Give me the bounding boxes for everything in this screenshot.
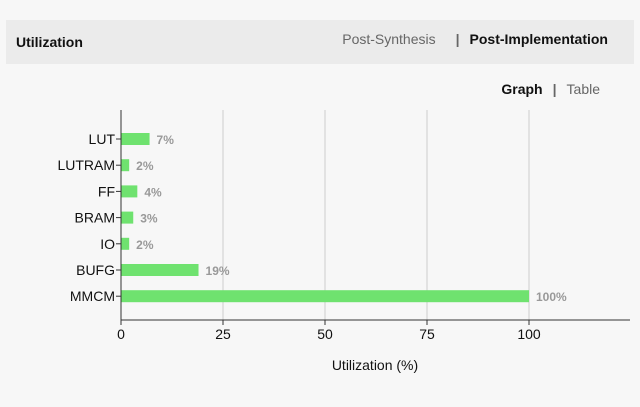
tab-table[interactable]: Table	[566, 81, 600, 97]
tab-graph[interactable]: Graph	[501, 81, 543, 97]
value-label: 7%	[157, 133, 175, 147]
category-label: MMCM	[70, 288, 115, 304]
run-tabs: Post-Synthesis | Post-Implementation	[342, 31, 608, 47]
tab-post-synthesis[interactable]: Post-Synthesis	[342, 31, 436, 47]
bar-lut	[121, 133, 150, 145]
axes: 0 25 50 75 100	[116, 110, 630, 342]
category-label: LUT	[89, 131, 116, 147]
x-tick-label: 75	[419, 326, 435, 342]
bar-bram	[121, 211, 134, 224]
panel-title: Utilization	[16, 34, 83, 50]
x-tick-label: 50	[317, 326, 333, 342]
bar-ff	[121, 185, 138, 198]
category-label: IO	[100, 236, 115, 252]
bars: LUT 7% LUTRAM 2% FF 4% BRAM 3% IO 2% BUFG 19% MMCM 10…	[57, 131, 567, 304]
category-label: BRAM	[75, 210, 115, 226]
x-tick-label: 0	[117, 326, 125, 342]
x-axis-label: Utilization (%)	[332, 357, 418, 373]
category-label: FF	[98, 183, 115, 199]
x-tick-label: 100	[517, 326, 541, 342]
grid	[222, 110, 530, 320]
bar-mmcm	[121, 290, 529, 303]
tab-post-implementation[interactable]: Post-Implementation	[469, 31, 608, 47]
bar-bufg	[121, 264, 199, 276]
value-label: 4%	[144, 185, 162, 199]
bar-lutram	[121, 159, 130, 172]
x-tick-label: 25	[215, 326, 231, 342]
tab-separator: |	[455, 31, 460, 47]
view-tabs: Graph | Table	[501, 81, 600, 97]
utilization-header: Utilization Post-Synthesis | Post-Implem…	[6, 20, 634, 64]
value-label: 3%	[140, 212, 158, 226]
bar-io	[121, 237, 130, 250]
category-label: LUTRAM	[57, 157, 115, 173]
value-label: 2%	[136, 238, 154, 252]
value-label: 2%	[136, 159, 154, 173]
view-tab-separator: |	[552, 81, 557, 97]
category-label: BUFG	[76, 262, 115, 278]
value-label: 100%	[536, 290, 567, 304]
value-label: 19%	[206, 264, 230, 278]
